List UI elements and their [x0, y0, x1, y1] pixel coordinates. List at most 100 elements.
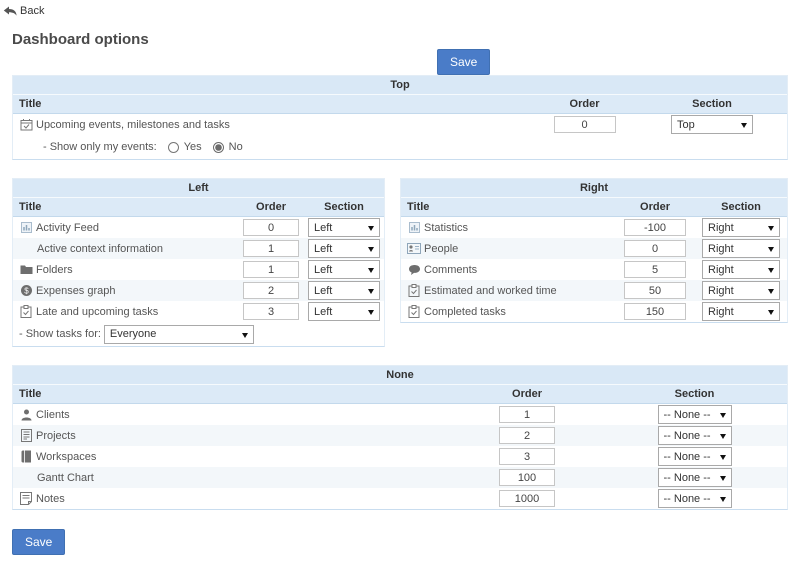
section-select[interactable]: Right: [702, 218, 780, 237]
section-select[interactable]: Right: [702, 239, 780, 258]
table-none-header-row: Title Order Section: [13, 385, 787, 404]
table-row: Folders Left: [13, 259, 384, 280]
order-input[interactable]: [624, 261, 686, 278]
table-row: Estimated and worked time Right: [401, 280, 787, 301]
back-link[interactable]: Back: [3, 5, 44, 17]
chevron-down-icon: [768, 289, 774, 294]
table-row: Upcoming events, milestones and tasks To…: [13, 114, 787, 135]
table-row: Workspaces -- None --: [13, 446, 787, 467]
section-select[interactable]: Left: [308, 260, 380, 279]
column-section: Section: [304, 201, 384, 213]
order-input[interactable]: [243, 219, 299, 236]
show-tasks-for-select[interactable]: Everyone: [104, 325, 254, 344]
order-input[interactable]: [499, 406, 555, 423]
table-row: Completed tasks Right: [401, 301, 787, 322]
show-only-my-events-no-radio[interactable]: [213, 142, 224, 153]
clipboard-check-icon: [407, 284, 421, 297]
order-input[interactable]: [554, 116, 616, 133]
chevron-down-icon: [741, 123, 747, 128]
table-right-header-row: Title Order Section: [401, 198, 787, 217]
order-input[interactable]: [624, 282, 686, 299]
chevron-down-icon: [368, 226, 374, 231]
chevron-down-icon: [242, 333, 248, 338]
column-title: Title: [13, 98, 532, 110]
column-title: Title: [401, 201, 615, 213]
order-input[interactable]: [499, 427, 555, 444]
radio-yes-label: Yes: [184, 141, 202, 153]
clipboard-check-icon: [19, 305, 33, 318]
row-title: People: [424, 243, 458, 255]
section-select[interactable]: Left: [308, 281, 380, 300]
column-section: Section: [695, 201, 787, 213]
row-title: Folders: [36, 264, 73, 276]
table-subrow: - Show only my events: Yes No: [13, 135, 787, 159]
svg-text:$: $: [24, 286, 29, 295]
back-label: Back: [20, 5, 44, 17]
table-none: None Title Order Section Clients -- None…: [12, 365, 788, 510]
chevron-down-icon: [720, 434, 726, 439]
chevron-down-icon: [720, 413, 726, 418]
order-input[interactable]: [624, 303, 686, 320]
section-select[interactable]: -- None --: [658, 447, 732, 466]
section-select[interactable]: -- None --: [658, 405, 732, 424]
row-title: Statistics: [424, 222, 468, 234]
section-select[interactable]: Left: [308, 218, 380, 237]
order-input[interactable]: [243, 303, 299, 320]
chart-box-icon: [407, 221, 421, 234]
order-input[interactable]: [243, 261, 299, 278]
table-row: People Right: [401, 238, 787, 259]
row-title: Upcoming events, milestones and tasks: [36, 119, 230, 131]
section-select[interactable]: Left: [308, 302, 380, 321]
column-section: Section: [637, 98, 787, 110]
order-input[interactable]: [624, 240, 686, 257]
speech-bubble-icon: [407, 264, 421, 276]
book-icon: [19, 450, 33, 463]
table-top: Top Title Order Section Upcoming events,…: [12, 75, 788, 160]
table-row: Projects -- None --: [13, 425, 787, 446]
table-right-caption: Right: [401, 179, 787, 198]
section-select[interactable]: -- None --: [658, 426, 732, 445]
section-select[interactable]: Right: [702, 260, 780, 279]
back-arrow-icon: [3, 6, 17, 16]
section-select[interactable]: Left: [308, 239, 380, 258]
table-row: Comments Right: [401, 259, 787, 280]
table-row: Activity Feed Left: [13, 217, 384, 238]
row-title: Expenses graph: [36, 285, 116, 297]
table-left-header-row: Title Order Section: [13, 198, 384, 217]
person-icon: [19, 409, 33, 421]
section-select[interactable]: -- None --: [658, 489, 732, 508]
order-input[interactable]: [499, 469, 555, 486]
chart-box-icon: [19, 221, 33, 234]
section-select[interactable]: -- None --: [658, 468, 732, 487]
section-select[interactable]: Right: [702, 281, 780, 300]
row-title: Clients: [36, 409, 70, 421]
row-title: Completed tasks: [424, 306, 506, 318]
folder-icon: [19, 264, 33, 275]
show-only-my-events-yes-radio[interactable]: [168, 142, 179, 153]
radio-no-label: No: [229, 141, 243, 153]
order-input[interactable]: [499, 490, 555, 507]
column-order: Order: [452, 388, 602, 400]
chevron-down-icon: [720, 455, 726, 460]
column-order: Order: [615, 201, 695, 213]
chevron-down-icon: [368, 289, 374, 294]
row-title: Workspaces: [36, 451, 96, 463]
section-select[interactable]: Top: [671, 115, 753, 134]
order-input[interactable]: [624, 219, 686, 236]
save-button-top[interactable]: Save: [437, 49, 490, 75]
order-input[interactable]: [499, 448, 555, 465]
chevron-down-icon: [720, 497, 726, 502]
vcard-icon: [407, 243, 421, 254]
section-select[interactable]: Right: [702, 302, 780, 321]
chevron-down-icon: [768, 247, 774, 252]
save-button-bottom[interactable]: Save: [12, 529, 65, 555]
order-input[interactable]: [243, 282, 299, 299]
calendar-check-icon: [19, 118, 33, 131]
table-row: Late and upcoming tasks Left: [13, 301, 384, 322]
row-title: Gantt Chart: [37, 472, 94, 484]
chevron-down-icon: [368, 268, 374, 273]
column-title: Title: [13, 388, 452, 400]
clipboard-check-icon: [407, 305, 421, 318]
order-input[interactable]: [243, 240, 299, 257]
column-order: Order: [532, 98, 637, 110]
